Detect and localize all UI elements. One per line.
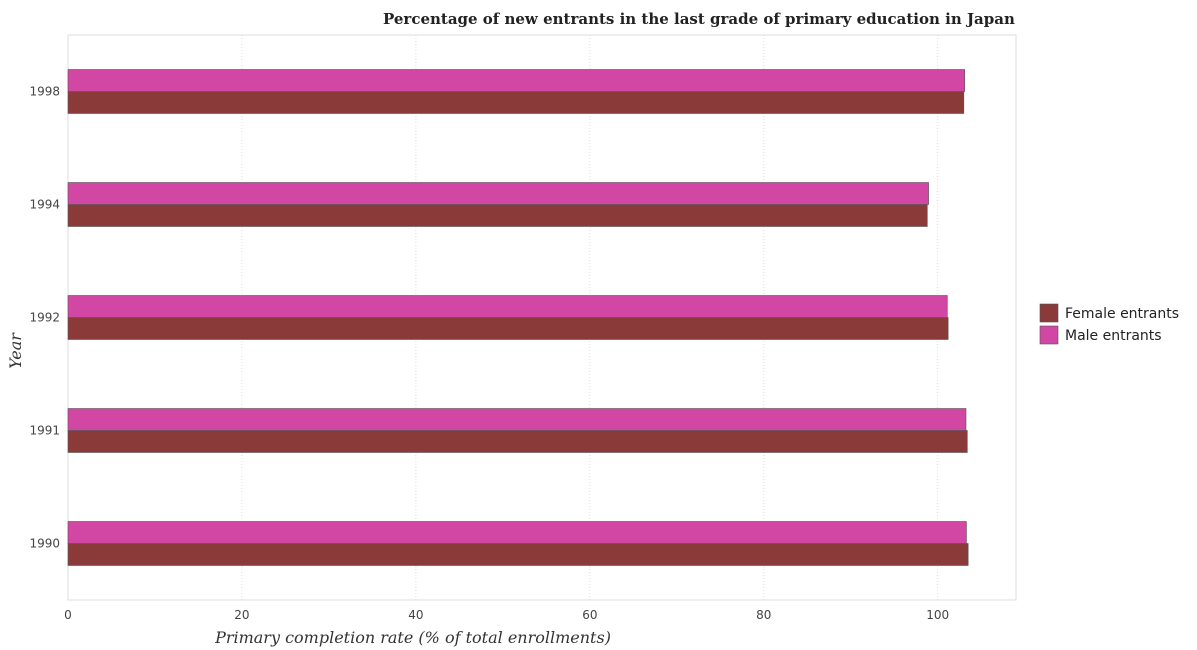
bar-female-entrants (67, 204, 928, 227)
legend-swatch (1039, 325, 1059, 345)
y-tick-label: 1991 (29, 424, 60, 438)
x-tick-label: 20 (234, 608, 249, 622)
bar-female-entrants (67, 543, 969, 566)
x-tick-label: 60 (582, 608, 597, 622)
x-tick-label: 100 (926, 608, 949, 622)
legend-label: Female entrants (1065, 306, 1179, 322)
bar-male-entrants (67, 408, 967, 431)
bar-female-entrants (67, 91, 965, 114)
plot-area: 0 20 40 60 80 100 1990 1991 1992 1994 1998 (29, 34, 1017, 622)
y-axis-label: Year (6, 332, 25, 369)
y-tick-label: 1998 (29, 85, 60, 99)
legend-label: Male entrants (1065, 328, 1162, 344)
bar-male-entrants (67, 295, 948, 318)
y-tick-label: 1992 (29, 311, 60, 325)
bar-male-entrants (67, 182, 929, 205)
legend-swatch (1039, 303, 1059, 323)
bar-female-entrants (67, 317, 949, 340)
x-tick-label: 0 (64, 608, 72, 622)
chart-title: Percentage of new entrants in the last g… (383, 10, 1015, 28)
x-axis-label: Primary completion rate (% of total enro… (214, 628, 611, 647)
bar-male-entrants (67, 521, 967, 544)
y-tick-label: 1994 (29, 198, 60, 212)
bar-female-entrants (67, 430, 968, 453)
x-tick-label: 80 (756, 608, 771, 622)
x-tick-label: 40 (408, 608, 423, 622)
y-tick-label: 1990 (29, 537, 60, 551)
bar-male-entrants (67, 69, 965, 92)
legend: Female entrants Male entrants (1039, 303, 1179, 345)
